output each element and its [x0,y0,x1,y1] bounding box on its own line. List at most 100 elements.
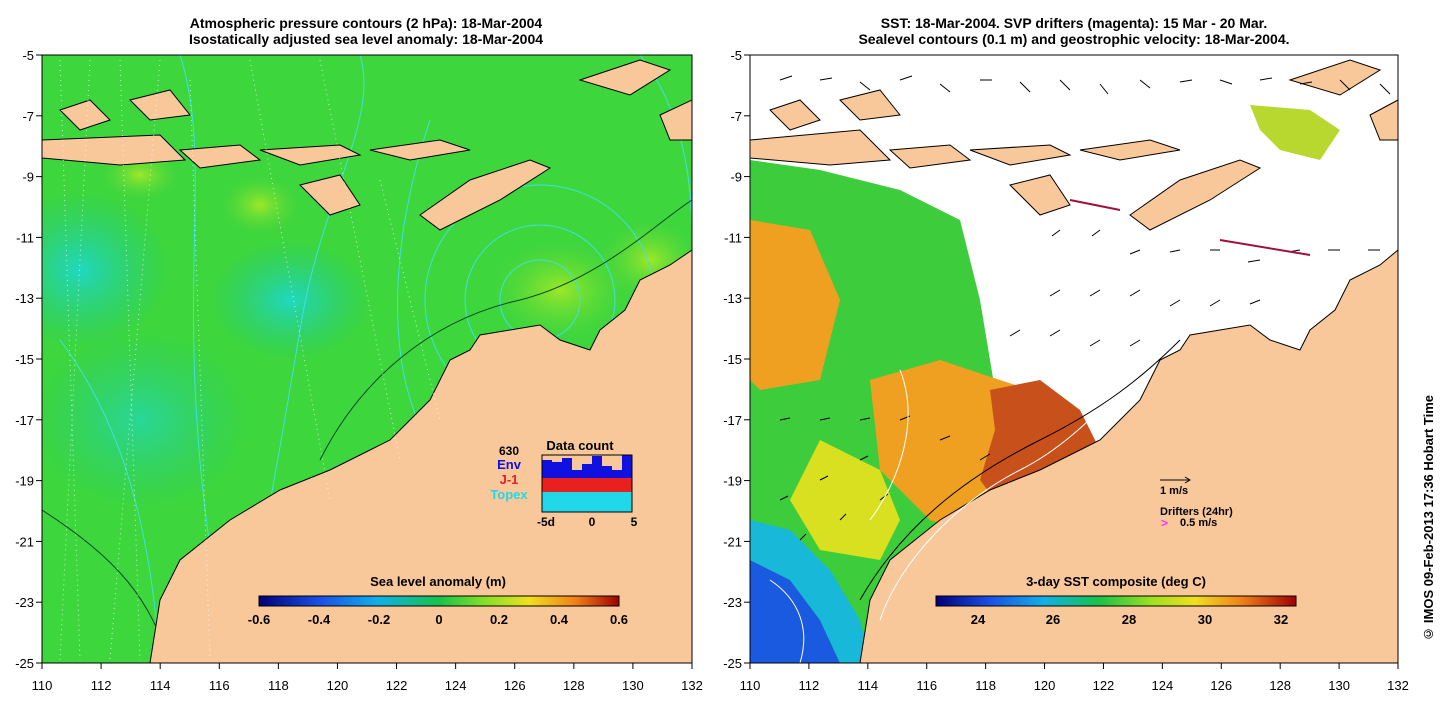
left-xtick-label: 118 [268,678,289,693]
right-xtick-label: 122 [1093,678,1115,693]
left-ytick-label: -19 [15,474,34,489]
left-xtick-label: 126 [504,678,526,693]
sst-cyan-south [750,520,870,663]
sla-tick: 0.2 [490,612,508,627]
right-xtick-label: 116 [916,678,937,693]
right-land [750,59,1398,663]
left-title: Atmospheric pressure contours (2 hPa): 1… [40,15,692,47]
sla-tick: 0.6 [610,612,628,627]
left-title-line1: Atmospheric pressure contours (2 hPa): 1… [189,15,543,31]
inset-xtick-3: 5 [631,515,638,529]
left-ytick-label: -5 [22,48,34,63]
right-xtick-label: 132 [1387,678,1409,693]
right-map [750,55,1398,663]
axes: -5 -7 -9 -11 -13 -15 -17 -19 -21 -23 -25 110 112 114 1… [15,48,1409,693]
left-ytick-label: -13 [15,291,34,306]
right-xtick-label: 126 [1210,678,1232,693]
sst-tick: 24 [971,612,986,627]
sla-tick: -0.6 [248,612,270,627]
left-xtick-label: 120 [327,678,349,693]
right-xtick-label: 118 [975,678,996,693]
inset-xtick-1: -5d [537,515,555,529]
right-ytick-label: -23 [723,595,742,610]
sst-blue-south [750,560,840,663]
left-xtick-label: 110 [32,678,53,693]
inset-count: 630 [499,444,519,458]
sst-tick: 30 [1198,612,1212,627]
right-xtick-label: 124 [1152,678,1174,693]
sla-colorbar-title: Sea level anomaly (m) [370,574,506,589]
right-ytick-label: -13 [723,291,742,306]
drifter-tracks [1069,199,1311,256]
left-ytick-label: -21 [15,534,34,549]
right-xtick-label: 130 [1328,678,1350,693]
credit-note: © IMOS 09-Feb-2013 17:36 Hobart Time [1421,395,1436,642]
sla-colorbar: Sea level anomaly (m) -0.6 -0.4 -0.2 0 0… [248,574,628,627]
drifters-label: Drifters (24hr) [1160,506,1233,518]
right-xtick-label: 120 [1034,678,1056,693]
inset-legend-j1: J-1 [500,472,519,487]
right-ytick-label: -15 [723,352,742,367]
bathymetry-contour [859,339,1181,601]
data-count-inset: Data count 630 Env J-1 Topex -5d 0 5 [490,438,637,529]
sla-tick: -0.4 [308,612,331,627]
drifter-speed: 0.5 m/s [1180,517,1217,529]
left-land [42,59,692,663]
left-xtick-label: 116 [209,678,230,693]
right-ytick-label: -11 [724,230,742,245]
left-xtick-label: 114 [150,678,171,693]
sla-high-timor [220,175,300,235]
sealevel-contours [769,369,1121,663]
right-ytick-label: -9 [730,170,742,185]
sst-tick: 26 [1046,612,1060,627]
right-ytick-label: -7 [730,109,742,124]
sla-tick: -0.2 [368,612,390,627]
sla-low-south [42,330,250,510]
drifter-symbol: > [1161,516,1168,530]
right-ytick-label: -21 [723,534,742,549]
sla-low-west [42,190,170,350]
right-xtick-label: 112 [799,678,820,693]
sst-patch-northeast [1250,105,1340,160]
right-xtick-label: 114 [857,678,878,693]
left-xtick-label: 122 [386,678,408,693]
left-xtick-label: 124 [445,678,467,693]
velocity-legend: 1 m/s Drifters (24hr) > 0.5 m/s [1160,476,1233,530]
left-title-line2: Isostatically adjusted sea level anomaly… [188,31,544,47]
sla-low-central [210,240,370,360]
sst-orange-patch [750,220,840,390]
right-title-line1: SST: 18-Mar-2004. SVP drifters (magenta)… [880,15,1268,31]
sst-colorbar: 3-day SST composite (deg C) 24 26 28 30 … [935,574,1297,627]
inset-legend-topex: Topex [490,487,528,502]
sst-colorbar-title: 3-day SST composite (deg C) [1026,574,1206,589]
left-xtick-label: 132 [681,678,703,693]
right-ytick-label: -5 [730,48,742,63]
inset-title: Data count [546,438,614,453]
scale-label: 1 m/s [1160,485,1188,497]
left-ytick-label: -7 [22,109,34,124]
right-xtick-label: 110 [740,678,761,693]
sst-yellow-band [790,440,900,560]
right-ytick-label: -25 [723,656,742,671]
left-ytick-label: -23 [15,595,34,610]
velocity-vectors [779,75,1391,541]
right-ytick-label: -19 [723,474,742,489]
sst-tick: 32 [1274,612,1288,627]
sla-high-east [490,240,630,340]
inset-legend-env: Env [497,457,522,472]
right-ytick-label: -17 [723,413,742,428]
right-xtick-label: 128 [1269,678,1291,693]
left-xtick-label: 128 [563,678,585,693]
sst-tick: 28 [1122,612,1136,627]
left-ytick-label: -11 [16,230,34,245]
left-ytick-label: -25 [15,656,34,671]
sla-tick: 0 [435,612,442,627]
left-ytick-label: -17 [15,413,34,428]
left-xtick-label: 112 [91,678,112,693]
left-ytick-label: -9 [22,170,34,185]
inset-xtick-2: 0 [589,515,596,529]
right-title: SST: 18-Mar-2004. SVP drifters (magenta)… [748,15,1400,47]
left-xtick-label: 130 [622,678,644,693]
right-title-line2: Sealevel contours (0.1 m) and geostrophi… [858,31,1290,47]
